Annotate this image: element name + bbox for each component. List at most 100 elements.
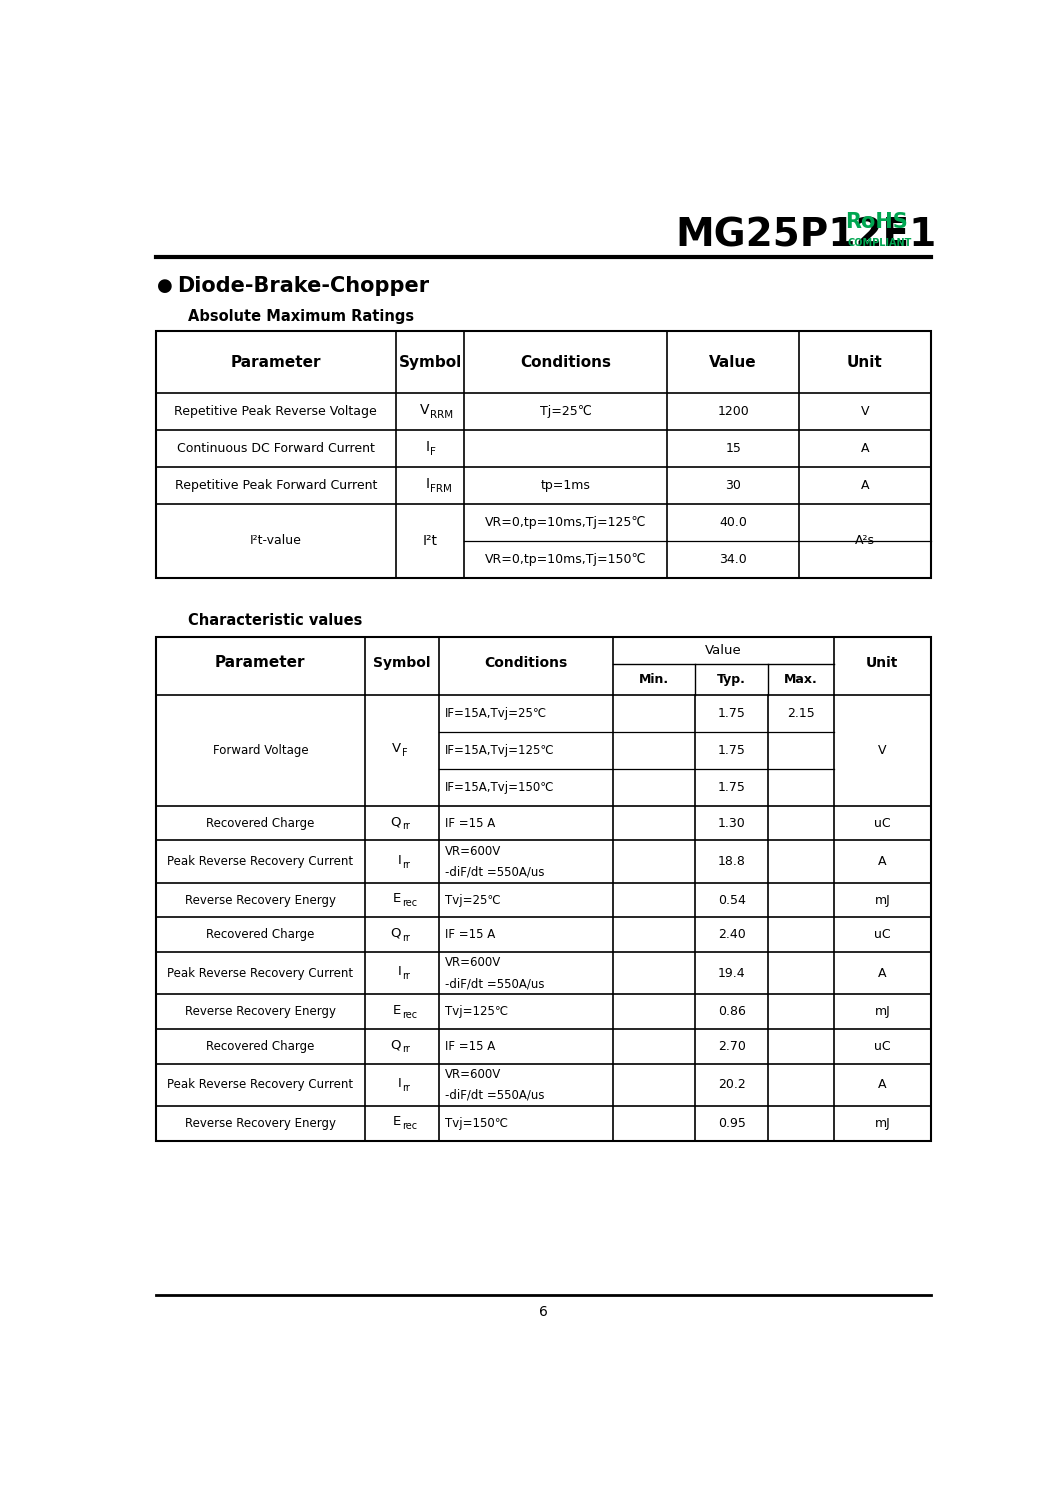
Text: V: V [420,403,429,416]
Text: Continuous DC Forward Current: Continuous DC Forward Current [177,442,375,455]
Text: 1200: 1200 [718,404,749,418]
Text: Reverse Recovery Energy: Reverse Recovery Energy [184,1005,336,1019]
Text: mJ: mJ [874,1118,890,1129]
Text: IF=15A,Tvj=150℃: IF=15A,Tvj=150℃ [445,780,554,794]
Text: A: A [878,966,886,980]
Text: Tvj=125℃: Tvj=125℃ [445,1005,508,1019]
Text: rr: rr [402,1044,409,1055]
Text: Min.: Min. [639,673,669,686]
Text: Tj=25℃: Tj=25℃ [540,404,591,418]
Text: rr: rr [402,971,409,981]
Text: IF =15 A: IF =15 A [445,929,495,941]
Text: rec: rec [402,899,417,908]
Text: 19.4: 19.4 [718,966,745,980]
Text: A: A [861,442,869,455]
Text: Peak Reverse Recovery Current: Peak Reverse Recovery Current [167,966,353,980]
Text: rr: rr [402,821,409,831]
Text: I: I [398,965,401,978]
Text: 40.0: 40.0 [719,515,747,529]
Text: V: V [861,404,869,418]
Text: Max.: Max. [784,673,818,686]
Text: Q: Q [390,815,401,828]
Text: Unit: Unit [847,355,883,370]
Text: -diF/dt =550A/us: -diF/dt =550A/us [445,977,545,990]
Text: Typ.: Typ. [718,673,746,686]
Text: Tvj=25℃: Tvj=25℃ [445,894,500,906]
Text: E: E [393,1004,401,1017]
Text: RoHS: RoHS [846,213,908,232]
Text: F: F [430,446,436,457]
Text: IF =15 A: IF =15 A [445,1040,495,1053]
Text: IF=15A,Tvj=25℃: IF=15A,Tvj=25℃ [445,707,547,721]
Text: -diF/dt =550A/us: -diF/dt =550A/us [445,866,545,879]
Text: VR=600V: VR=600V [445,1068,501,1082]
Text: Symbol: Symbol [399,355,462,370]
Text: COMPLIANT: COMPLIANT [847,238,912,247]
Text: uC: uC [874,929,890,941]
Text: 20.2: 20.2 [718,1079,745,1092]
Text: Value: Value [705,644,742,658]
Text: 0.95: 0.95 [718,1118,745,1129]
Text: I²t-value: I²t-value [250,535,302,547]
Text: Forward Voltage: Forward Voltage [213,745,308,756]
Text: rr: rr [402,860,409,870]
Text: A: A [878,855,886,869]
Text: Unit: Unit [866,656,899,670]
Text: 34.0: 34.0 [720,553,747,566]
Text: uC: uC [874,816,890,830]
Text: Reverse Recovery Energy: Reverse Recovery Energy [184,1118,336,1129]
Text: VR=600V: VR=600V [445,956,501,969]
Text: VR=0,tp=10ms,Tj=125℃: VR=0,tp=10ms,Tj=125℃ [485,515,647,529]
Text: A: A [861,479,869,491]
Text: 2.40: 2.40 [718,929,745,941]
Text: 30: 30 [725,479,741,491]
Text: Absolute Maximum Ratings: Absolute Maximum Ratings [189,309,414,325]
Text: 1.75: 1.75 [718,707,745,721]
Text: 15: 15 [725,442,741,455]
Text: 1.75: 1.75 [718,745,745,756]
Text: Conditions: Conditions [520,355,612,370]
Text: FRM: FRM [430,484,452,493]
Text: A: A [878,1079,886,1092]
Text: uC: uC [874,1040,890,1053]
Text: tp=1ms: tp=1ms [541,479,590,491]
Text: Recovered Charge: Recovered Charge [207,816,315,830]
Text: Q: Q [390,1038,401,1052]
Text: ●: ● [157,277,173,295]
Text: I: I [425,476,429,491]
Text: 18.8: 18.8 [718,855,745,869]
Text: Value: Value [709,355,757,370]
Text: F: F [402,749,407,758]
Text: 1.30: 1.30 [718,816,745,830]
Text: Diode-Brake-Chopper: Diode-Brake-Chopper [177,276,429,297]
Text: IF =15 A: IF =15 A [445,816,495,830]
Text: 0.86: 0.86 [718,1005,745,1019]
Text: IF=15A,Tvj=125℃: IF=15A,Tvj=125℃ [445,745,554,756]
Text: Parameter: Parameter [231,355,321,370]
Text: Recovered Charge: Recovered Charge [207,1040,315,1053]
Text: 1.75: 1.75 [718,780,745,794]
Text: Characteristic values: Characteristic values [189,613,363,628]
Text: Q: Q [390,927,401,939]
Text: mJ: mJ [874,894,890,906]
Bar [156,331,931,578]
Text: rec: rec [402,1122,417,1131]
Text: Parameter: Parameter [215,656,305,671]
Text: rr: rr [402,933,409,942]
Text: V: V [392,743,401,755]
Text: 2.70: 2.70 [718,1040,745,1053]
Text: rr: rr [402,1083,409,1094]
Text: mJ: mJ [874,1005,890,1019]
Text: VR=0,tp=10ms,Tj=150℃: VR=0,tp=10ms,Tj=150℃ [485,553,647,566]
Text: 0.54: 0.54 [718,894,745,906]
Text: Peak Reverse Recovery Current: Peak Reverse Recovery Current [167,855,353,869]
Text: Conditions: Conditions [484,656,567,670]
Text: I: I [425,440,429,454]
Text: 6: 6 [538,1305,548,1318]
Text: I: I [398,1077,401,1091]
Text: Symbol: Symbol [373,656,430,670]
Text: V: V [878,745,886,756]
Text: Repetitive Peak Forward Current: Repetitive Peak Forward Current [175,479,377,491]
Text: MG25P12E1: MG25P12E1 [675,216,936,255]
Text: Reverse Recovery Energy: Reverse Recovery Energy [184,894,336,906]
